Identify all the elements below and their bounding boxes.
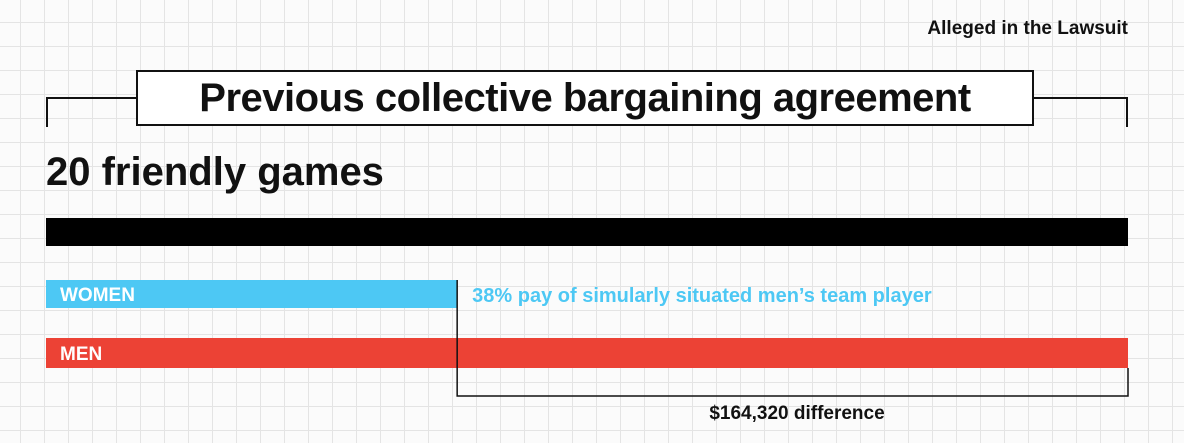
title-bracket-left-vertical bbox=[46, 97, 48, 127]
total-bar bbox=[46, 218, 1128, 246]
difference-bracket bbox=[456, 280, 1129, 397]
title-bracket-right-horizontal bbox=[1032, 97, 1128, 99]
women-pay-note: 38% pay of simularly situated men’s team… bbox=[472, 285, 932, 307]
women-bar-label: WOMEN bbox=[60, 285, 135, 306]
difference-label: $164,320 difference bbox=[709, 403, 884, 424]
title-bracket-left-horizontal bbox=[46, 97, 138, 99]
lawsuit-tag: Alleged in the Lawsuit bbox=[927, 18, 1128, 39]
title-bracket-right-vertical bbox=[1126, 97, 1128, 127]
women-bar bbox=[46, 280, 458, 308]
page-title: Previous collective bargaining agreement bbox=[199, 75, 971, 120]
men-bar bbox=[46, 338, 1128, 368]
games-subtitle: 20 friendly games bbox=[46, 150, 384, 194]
title-box: Previous collective bargaining agreement bbox=[136, 70, 1034, 126]
men-bar-label: MEN bbox=[60, 344, 102, 365]
